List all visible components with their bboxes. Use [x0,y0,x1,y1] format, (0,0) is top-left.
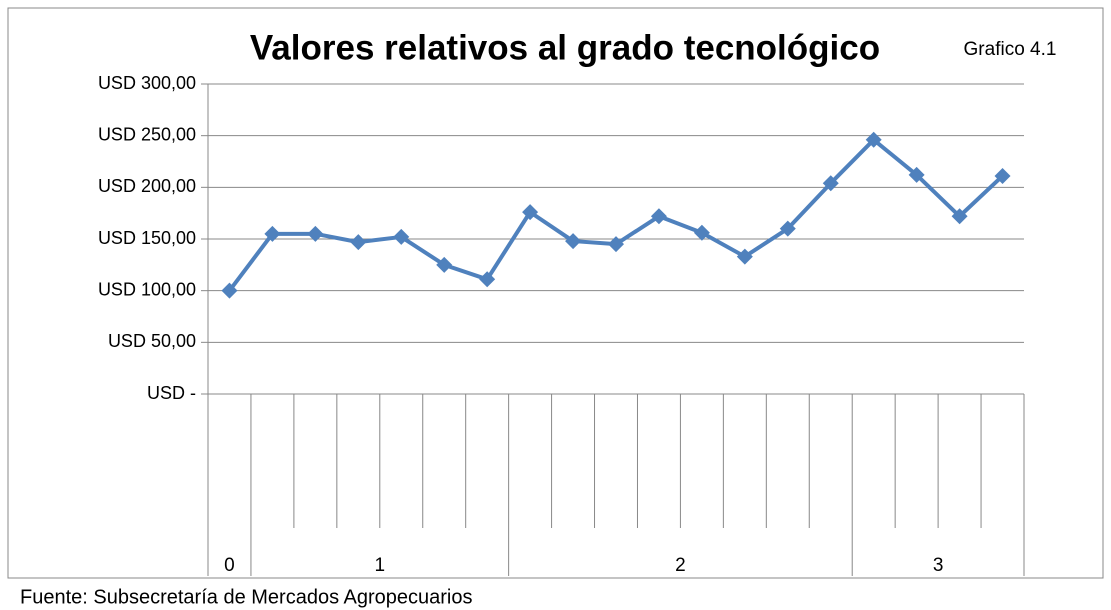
y-tick-label: USD 300,00 [98,73,196,93]
data-point [608,236,624,253]
data-point [779,220,796,237]
x-group-label: 2 [675,555,686,576]
data-point [736,248,753,265]
data-point [908,166,925,183]
source-note: Fuente: Subsecretaría de Mercados Agrope… [20,586,472,608]
y-tick-label: USD 250,00 [98,124,196,144]
data-point [350,234,367,251]
chart-subtitle: Grafico 4.1 [964,39,1057,60]
chart-frame [7,7,1104,579]
data-point [221,282,238,299]
y-tick-label: USD 100,00 [98,279,196,299]
data-point [650,208,667,225]
data-point [865,131,882,148]
x-group-label: 3 [933,555,944,576]
x-group-label: 0 [224,555,235,576]
data-point [994,167,1011,184]
data-point [436,256,453,273]
y-tick-label: USD 150,00 [98,228,196,248]
data-point [693,224,710,241]
data-point [264,225,281,242]
data-point [522,204,539,221]
data-point [822,175,839,192]
data-point [565,233,582,250]
y-tick-label: USD 200,00 [98,176,196,196]
chart-title: Valores relativos al grado tecnológico [250,28,880,67]
y-tick-label: USD - [147,383,196,403]
y-tick-label: USD 50,00 [108,331,196,351]
data-point [479,271,496,288]
data-point [307,225,324,242]
x-group-label: 1 [375,555,386,576]
data-point [393,228,410,245]
data-point [951,208,968,225]
